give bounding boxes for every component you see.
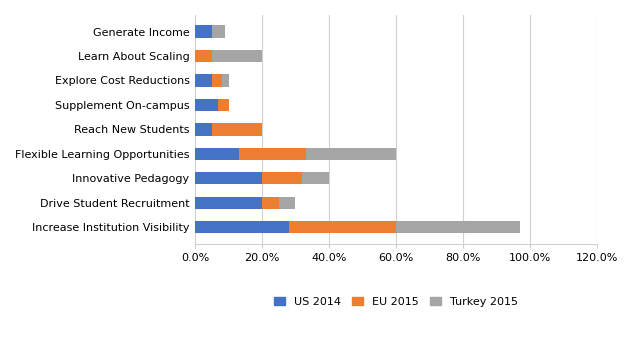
Bar xyxy=(195,221,289,233)
Bar xyxy=(279,197,296,209)
Bar xyxy=(262,172,302,184)
Bar xyxy=(195,50,212,62)
Bar xyxy=(195,75,212,87)
Bar xyxy=(195,197,262,209)
Bar xyxy=(195,148,239,160)
Bar xyxy=(239,148,306,160)
Bar xyxy=(195,172,262,184)
Bar xyxy=(212,50,262,62)
Bar xyxy=(222,75,229,87)
Bar xyxy=(212,75,222,87)
Legend: US 2014, EU 2015, Turkey 2015: US 2014, EU 2015, Turkey 2015 xyxy=(270,293,522,311)
Bar xyxy=(212,123,262,136)
Bar xyxy=(195,99,218,111)
Bar xyxy=(218,99,229,111)
Bar xyxy=(289,221,396,233)
Bar xyxy=(195,26,212,38)
Bar xyxy=(396,221,520,233)
Bar xyxy=(212,26,225,38)
Bar xyxy=(262,197,279,209)
Bar xyxy=(195,123,212,136)
Bar xyxy=(306,148,396,160)
Bar xyxy=(302,172,329,184)
